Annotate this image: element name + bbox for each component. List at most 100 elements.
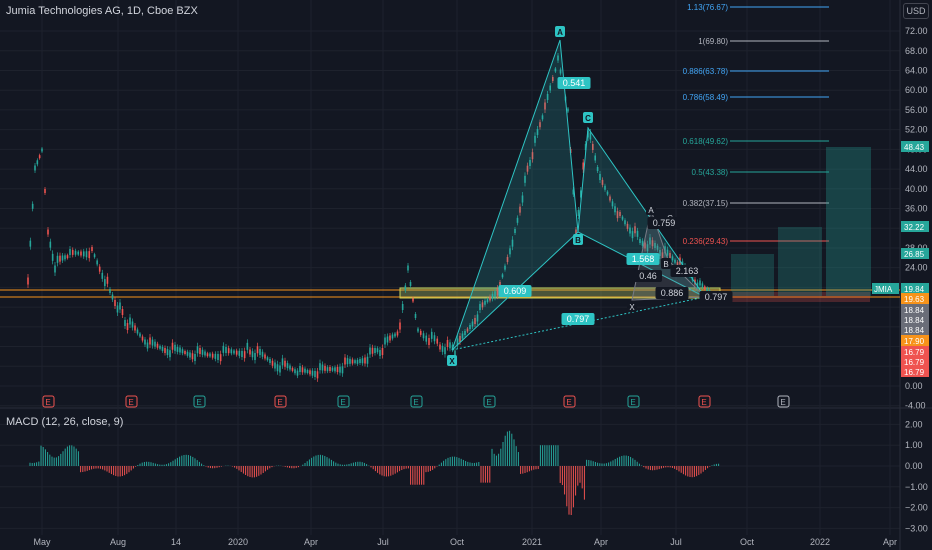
candle-body — [261, 351, 264, 357]
candle-body — [646, 244, 649, 252]
earnings-marker — [627, 395, 640, 408]
pattern2-point-marker — [646, 204, 656, 215]
price-badge — [901, 335, 929, 346]
price-tick-label: -4.00 — [905, 401, 926, 411]
price-tick-label: 36.00 — [905, 204, 928, 214]
time-axis[interactable]: May Aug 14 2020 Apr Jul Oct 2021 Apr Jul Oct 2022 Ap… — [33, 537, 897, 547]
candle-body — [531, 152, 534, 160]
candle-body — [587, 130, 589, 138]
candle-body — [346, 358, 349, 365]
candle-body — [361, 358, 364, 364]
earnings-marker-label: E — [486, 398, 491, 407]
candle-body — [386, 336, 389, 343]
price-tick-label: 72.00 — [905, 26, 928, 36]
candle-body — [206, 353, 209, 357]
ratio-label: 2.163 — [676, 266, 699, 276]
candle-body — [59, 255, 61, 262]
candle-body — [356, 359, 359, 364]
candle-body — [301, 367, 304, 373]
candle-body — [149, 337, 151, 345]
earnings-marker-label: E — [277, 398, 282, 407]
candle-body — [284, 360, 286, 367]
candle-body — [204, 351, 206, 356]
candle-body — [49, 241, 52, 248]
candle-body — [169, 350, 171, 358]
candle-body — [656, 245, 659, 250]
candle-body — [575, 229, 577, 235]
ratio-label: 0.886 — [661, 288, 684, 298]
candle-body — [666, 249, 669, 256]
time-tick-label: Jul — [377, 537, 389, 547]
pattern-point-label: A — [557, 28, 563, 37]
candle-body — [433, 335, 436, 342]
currency-badge[interactable]: USD — [903, 3, 929, 19]
price-tick-label: 68.00 — [905, 46, 928, 56]
candle-body — [456, 338, 459, 346]
candle-body — [269, 359, 271, 363]
price-badge — [901, 293, 929, 304]
harmonic-pattern[interactable]: XABCXABC0.5410.6090.7971.5680.462.1630.8… — [447, 26, 733, 366]
candle-body — [47, 229, 49, 235]
candle-body — [364, 357, 366, 364]
macd-tick-label: 1.00 — [905, 440, 923, 450]
price-badge-label: 16.79 — [904, 358, 925, 367]
candle-body — [554, 68, 557, 72]
candle-body — [524, 175, 526, 183]
fib-retracement[interactable]: 1.13(76.67) 1(69.80) 0.886(63.78) 0.786(58.… — [0, 3, 900, 302]
earnings-marker-label: E — [340, 398, 345, 407]
candle-body — [189, 352, 191, 358]
candle-body — [536, 129, 539, 135]
earnings-marker — [698, 395, 711, 408]
candle-body — [504, 265, 506, 270]
candle-body — [611, 201, 614, 207]
candle-body — [514, 229, 516, 233]
candle-body — [509, 248, 511, 255]
candle-body — [519, 206, 521, 213]
price-badge-label: 19.63 — [904, 295, 925, 304]
ratio-badge — [699, 291, 733, 303]
candle-body — [401, 304, 404, 310]
candle-body — [464, 331, 466, 335]
candle-body — [191, 353, 194, 360]
candle-body — [271, 360, 274, 366]
candle-body — [174, 344, 176, 351]
time-tick-label: Aug — [110, 537, 126, 547]
candle-body — [584, 144, 587, 150]
candle-body — [296, 370, 299, 376]
candle-body — [409, 282, 412, 286]
candle-body — [96, 260, 98, 265]
candle-body — [641, 240, 644, 246]
candle-body — [699, 280, 701, 286]
candle-body — [471, 321, 474, 327]
candle-body — [334, 367, 336, 372]
fib-level-label: 1.13(76.67) — [687, 3, 728, 12]
candle-body — [639, 239, 641, 243]
candle-body — [404, 285, 407, 291]
candle-body — [56, 255, 59, 263]
candle-body — [407, 265, 409, 271]
candle-body — [31, 203, 34, 209]
price-badge-label: 18.84 — [904, 316, 925, 325]
pattern-point-marker — [555, 26, 565, 37]
candle-body — [306, 370, 309, 373]
candle-body — [54, 265, 56, 273]
candle-body — [557, 55, 559, 61]
price-axis[interactable]: 72.0068.0064.0060.0056.0052.0048.0044.00… — [872, 26, 929, 533]
candle-body — [246, 342, 249, 350]
macd-tick-label: 2.00 — [905, 419, 923, 429]
macd-title: MACD (12, 26, close, 9) — [6, 416, 124, 428]
pattern2-point-marker — [661, 258, 671, 269]
candle-body — [466, 328, 469, 332]
candle-body — [156, 343, 159, 348]
candle-body — [381, 348, 384, 355]
candle-body — [486, 299, 489, 303]
candle-body — [501, 274, 504, 278]
candle-body — [291, 367, 294, 371]
projection-box — [731, 254, 774, 296]
candle-body — [256, 346, 259, 354]
candle-body — [251, 351, 254, 358]
candle-body — [141, 336, 144, 341]
candle-body — [171, 342, 174, 350]
